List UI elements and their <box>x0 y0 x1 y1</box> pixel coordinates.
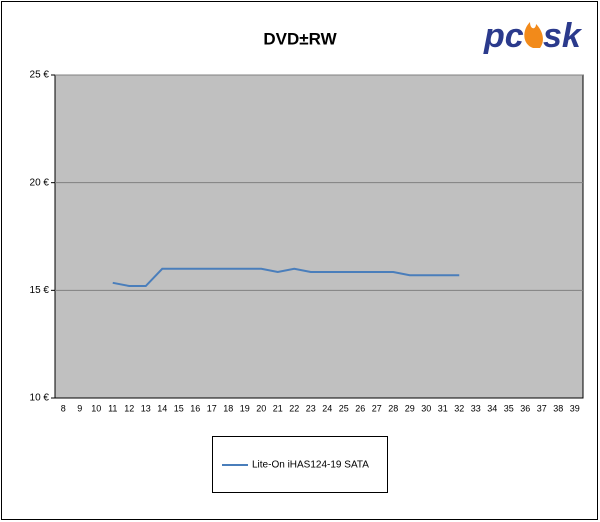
x-tick-label: 15 <box>174 403 184 413</box>
logo-text: sk <box>543 17 583 55</box>
x-tick-label: 17 <box>207 403 217 413</box>
x-tick-label: 12 <box>124 403 134 413</box>
chart-title: DVD±RW <box>263 29 337 48</box>
x-tick-label: 34 <box>487 403 497 413</box>
x-tick-label: 28 <box>388 403 398 413</box>
x-tick-label: 16 <box>190 403 200 413</box>
x-tick-label: 10 <box>91 403 101 413</box>
x-tick-label: 23 <box>306 403 316 413</box>
x-tick-label: 29 <box>405 403 415 413</box>
y-tick-label: 20 € <box>30 177 50 188</box>
x-tick-label: 21 <box>273 403 283 413</box>
legend-label: Lite-On iHAS124-19 SATA <box>252 460 369 471</box>
x-tick-label: 39 <box>570 403 580 413</box>
x-tick-label: 18 <box>223 403 233 413</box>
x-tick-label: 9 <box>77 403 82 413</box>
x-tick-label: 32 <box>454 403 464 413</box>
x-tick-label: 33 <box>471 403 481 413</box>
x-tick-label: 20 <box>256 403 266 413</box>
x-tick-label: 22 <box>289 403 299 413</box>
x-tick-label: 11 <box>108 403 117 413</box>
x-tick-label: 25 <box>339 403 349 413</box>
logo-text: pc <box>483 17 524 55</box>
logo-flame <box>524 22 543 48</box>
x-tick-label: 27 <box>372 403 382 413</box>
series-line <box>112 267 460 288</box>
x-tick-label: 36 <box>520 403 530 413</box>
x-tick-label: 26 <box>355 403 365 413</box>
x-tick-label: 14 <box>157 403 167 413</box>
y-tick-label: 10 € <box>30 393 50 404</box>
x-tick-label: 19 <box>240 403 250 413</box>
x-tick-label: 35 <box>504 403 514 413</box>
plot-area <box>54 74 584 399</box>
x-tick-label: 24 <box>322 403 332 413</box>
x-tick-label: 38 <box>553 403 563 413</box>
x-tick-label: 13 <box>141 403 151 413</box>
x-tick-label: 31 <box>438 403 448 413</box>
y-tick-label: 15 € <box>30 285 50 296</box>
logo: pc sk <box>483 17 583 55</box>
x-tick-label: 8 <box>61 403 66 413</box>
x-tick-label: 37 <box>537 403 547 413</box>
y-tick-label: 25 € <box>30 70 50 81</box>
x-tick-label: 30 <box>421 403 431 413</box>
